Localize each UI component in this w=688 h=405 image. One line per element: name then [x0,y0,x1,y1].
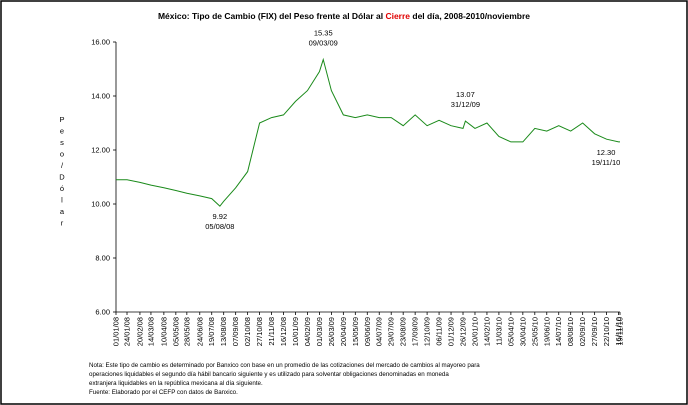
x-tick-label: 16/11/10 [614,317,623,346]
x-tick-label: 27/10/08 [255,317,264,346]
x-tick-label: 19/07/08 [207,317,216,346]
y-label-letter: s [60,138,64,147]
y-tick-label: 12.00 [91,146,110,155]
y-label-letter: o [60,150,64,159]
x-tick-label: 15/05/09 [351,317,360,346]
chart-title: México: Tipo de Cambio (FIX) del Peso fr… [158,11,530,21]
x-tick-label: 17/09/09 [411,317,420,346]
annotation-value: 15.35 [314,29,333,38]
y-label-letter: r [61,219,64,228]
annotation-value: 13.07 [456,90,475,99]
y-label-letter: l [61,196,63,205]
annotation-date: 31/12/09 [451,100,480,109]
note: Fuente: Elaborado por el CEFP con datos … [89,389,238,396]
x-tick-label: 22/10/10 [602,317,611,346]
x-tick-label: 20/04/09 [339,317,348,346]
x-tick-label: 02/10/08 [243,317,252,346]
x-tick-label: 09/06/09 [363,317,372,346]
x-tick-label: 16/12/08 [279,317,288,346]
x-tick-label: 14/03/08 [146,317,155,346]
x-tick-label: 19/11/10 [616,317,625,346]
title-part: del día, 2008-2010/noviembre [410,11,530,21]
annotation-date: 19/11/10 [592,158,621,167]
x-tick-label: 27/09/10 [590,317,599,346]
y-label-letter: P [59,115,64,124]
x-tick-label: 04/07/09 [375,317,384,346]
x-tick-label: 23/08/09 [399,317,408,346]
y-label-letter: D [59,173,65,182]
x-tick-label: 10/01/09 [291,317,300,346]
x-tick-label: 01/12/09 [447,317,456,346]
x-tick-label: 05/05/08 [171,317,180,346]
x-tick-label: 21/11/08 [267,317,276,346]
x-tick-label: 05/04/10 [506,317,515,346]
note: operaciones liquidables el segundo día h… [89,371,449,378]
annotation-date: 05/08/08 [205,222,234,231]
x-tick-label: 11/03/10 [494,317,503,346]
x-tick-label: 25/05/10 [530,317,539,346]
y-tick-label: 10.00 [91,200,110,209]
y-label-letter: / [61,161,64,170]
annotation-value: 9.92 [213,212,228,221]
x-tick-label: 30/04/10 [518,317,527,346]
x-tick-label: 26/03/09 [327,317,336,346]
y-label-letter: ó [60,184,64,193]
x-tick-label: 04/02/09 [303,317,312,346]
title-part: Cierre [385,11,410,21]
x-tick-label: 28/05/08 [182,317,191,346]
x-tick-label: 07/09/08 [231,317,240,346]
y-tick-label: 6.00 [95,308,110,317]
x-tick-label: 01/03/09 [315,317,324,346]
x-tick-label: 24/06/08 [195,317,204,346]
series-line [116,57,620,207]
annotation-date: 09/03/09 [309,39,338,48]
x-tick-label: 14/02/10 [482,317,491,346]
note: extranjera liquidables en la república m… [89,380,263,387]
x-tick-label: 08/08/10 [566,317,575,346]
x-tick-label: 01/01/08 [112,317,121,346]
note: Nota: Este tipo de cambio es determinado… [89,362,480,369]
x-tick-label: 20/02/08 [135,317,144,346]
x-tick-label: 02/09/10 [578,317,587,346]
x-tick-label: 24/01/08 [123,317,132,346]
x-tick-label: 19/06/10 [542,317,551,346]
y-tick-label: 8.00 [95,254,110,263]
y-tick-label: 16.00 [91,38,110,47]
title-part: México: Tipo de Cambio (FIX) del Peso fr… [158,11,386,21]
x-tick-label: 06/11/09 [435,317,444,346]
x-tick-label: 26/12/09 [459,317,468,346]
y-tick-label: 14.00 [91,92,110,101]
x-tick-label: 10/04/08 [159,317,168,346]
x-tick-label: 13/08/08 [219,317,228,346]
y-label-letter: a [60,207,65,216]
y-label-letter: e [60,127,64,136]
x-tick-label: 20/01/10 [470,317,479,346]
x-tick-label: 14/07/10 [554,317,563,346]
x-tick-label: 12/10/09 [423,317,432,346]
x-tick-label: 29/07/09 [387,317,396,346]
annotation-value: 12.30 [597,148,616,157]
